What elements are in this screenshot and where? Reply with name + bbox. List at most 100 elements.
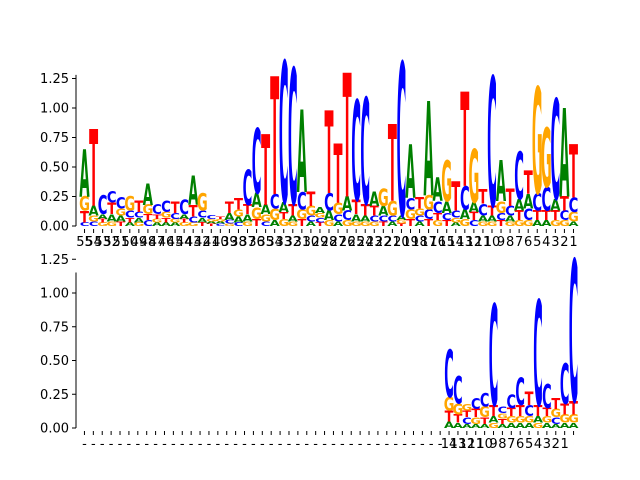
logo-letter-G: G xyxy=(142,203,153,218)
logo-letter-C: C xyxy=(197,209,207,221)
x-tick-label: - xyxy=(260,437,265,452)
x-tick-label: - xyxy=(135,437,140,452)
logo-letter-G: G xyxy=(515,414,526,425)
x-tick-label: 2 xyxy=(560,235,568,250)
logo-letter-A: A xyxy=(306,220,316,227)
logo-letter-C: C xyxy=(288,33,298,249)
logo-letter-C: C xyxy=(279,23,289,249)
logo-letter-A: A xyxy=(270,219,281,229)
logo-letter-G: G xyxy=(441,149,452,215)
x-tick-label: - xyxy=(384,437,389,452)
logo-letter-C: C xyxy=(551,416,561,427)
logo-letter-T: T xyxy=(189,202,198,221)
x-tick-label: 9 xyxy=(489,437,497,452)
logo-letter-G: G xyxy=(369,220,380,227)
y-tick-label: 0.00 xyxy=(40,220,69,235)
logo-letter-T: T xyxy=(379,220,389,227)
logo-letter-T: T xyxy=(324,88,333,220)
x-tick-label: 31 xyxy=(294,235,311,250)
x-tick-label: - xyxy=(224,437,229,452)
logo-letter-T: T xyxy=(506,184,515,213)
logo-letter-G: G xyxy=(497,412,508,420)
logo-letter-T: T xyxy=(306,188,316,210)
x-tick-label: - xyxy=(287,437,292,452)
x-tick-label: 19 xyxy=(402,235,419,250)
logo-letter-A: A xyxy=(488,414,498,425)
x-tick-label: 14 xyxy=(441,437,458,452)
y-tick-label: 0.25 xyxy=(40,388,69,403)
x-tick-label: 23 xyxy=(366,235,383,250)
logo-letter-T: T xyxy=(515,209,524,224)
logo-letter-A: A xyxy=(451,222,462,227)
y-tick-label: 0.50 xyxy=(40,161,69,176)
x-tick-label: 22 xyxy=(375,235,392,250)
x-tick-label: - xyxy=(162,437,167,452)
logo-letter-A: A xyxy=(523,191,533,213)
x-tick-label: 6 xyxy=(516,437,524,452)
logo-letter-C: C xyxy=(505,204,515,219)
logo-letter-A: A xyxy=(79,138,89,213)
x-tick-label: - xyxy=(296,437,301,452)
logo-letter-T: T xyxy=(352,197,362,219)
logo-letter-G: G xyxy=(115,206,126,218)
logo-letter-G: G xyxy=(524,414,535,425)
logo-letter-G: G xyxy=(559,219,570,229)
logo-letter-C: C xyxy=(143,219,153,229)
x-tick-label: 5 xyxy=(533,235,541,250)
logo-letter-T: T xyxy=(534,403,543,420)
logo-letter-C: C xyxy=(524,403,534,420)
x-tick-label: - xyxy=(304,437,309,452)
x-tick-label: 11 xyxy=(467,437,484,452)
logo-letter-T: T xyxy=(498,418,508,426)
x-tick-label: 34 xyxy=(266,235,283,250)
logo-letter-C: C xyxy=(453,369,463,413)
logo-letter-T: T xyxy=(80,208,89,227)
x-tick-label: 8 xyxy=(498,437,506,452)
x-tick-label: - xyxy=(402,437,407,452)
logo-letter-C: C xyxy=(424,208,434,223)
x-tick-label: 43 xyxy=(185,235,202,250)
logo-letter-G: G xyxy=(224,223,235,227)
logo-letter-A: A xyxy=(206,221,217,225)
logo-letter-A: A xyxy=(288,214,299,224)
logo-letter-A: A xyxy=(497,424,507,430)
logo-letter-T: T xyxy=(388,104,397,226)
logo-letter-A: A xyxy=(324,209,335,224)
x-tick-label: 37 xyxy=(239,235,256,250)
x-tick-label: 24 xyxy=(357,235,374,250)
logo-letter-G: G xyxy=(568,412,579,425)
logo-letter-G: G xyxy=(179,222,190,227)
logo-letter-A: A xyxy=(396,215,406,222)
x-tick-label: 2 xyxy=(552,437,560,452)
logo-letter-C: C xyxy=(444,339,454,414)
logo-letter-C: C xyxy=(460,179,470,217)
logo-letter-G: G xyxy=(296,208,307,223)
logo-letter-C: C xyxy=(480,389,490,411)
logo-letter-G: G xyxy=(514,219,525,229)
logo-letter-T: T xyxy=(415,194,424,213)
x-tick-label: 51 xyxy=(112,235,129,250)
x-tick-label: - xyxy=(331,437,336,452)
logo-letter-C: C xyxy=(170,212,180,222)
logo-letter-C: C xyxy=(261,220,271,227)
logo-letter-G: G xyxy=(505,220,516,227)
logo-letter-A: A xyxy=(333,220,343,227)
x-tick-label: 10 xyxy=(476,437,493,452)
logo-letter-C: C xyxy=(125,209,135,221)
logo-letter-C: C xyxy=(560,354,570,417)
logo-letter-T: T xyxy=(361,201,370,220)
logo-letter-C: C xyxy=(369,214,379,224)
x-tick-label: 6 xyxy=(524,235,532,250)
logo-letter-C: C xyxy=(378,214,388,224)
logo-letter-T: T xyxy=(334,127,343,222)
logo-letter-A: A xyxy=(125,222,136,227)
x-tick-label: 44 xyxy=(176,235,193,250)
logo-letter-G: G xyxy=(305,204,316,219)
logo-letter-A: A xyxy=(568,220,578,227)
logo-letter-C: C xyxy=(252,110,262,214)
logo-letter-T: T xyxy=(489,403,498,420)
logo-letter-C: C xyxy=(406,195,416,214)
logo-letter-G: G xyxy=(378,184,389,213)
logo-letter-G: G xyxy=(360,220,371,227)
logo-letter-G: G xyxy=(423,192,434,214)
